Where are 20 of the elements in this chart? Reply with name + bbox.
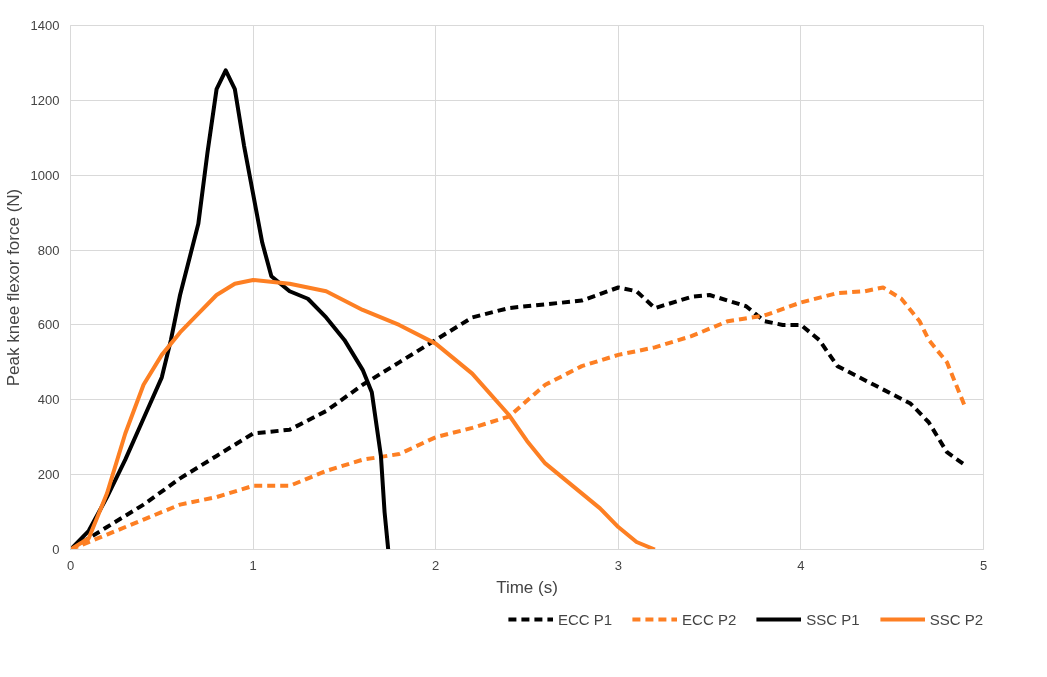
legend-label: ECC P1 [557, 610, 613, 628]
x-tick-label: 1 [249, 557, 257, 573]
x-tick-label: 5 [979, 557, 988, 573]
y-tick-label: 1000 [30, 167, 60, 183]
x-tick-label: 2 [432, 557, 440, 573]
y-tick-label: 1200 [30, 92, 60, 108]
legend-label: SSC P2 [929, 610, 983, 628]
legend-label: SSC P1 [806, 610, 860, 628]
x-tick-label: 0 [66, 557, 75, 573]
y-tick-label: 200 [37, 467, 60, 483]
y-tick-label: 1400 [30, 18, 60, 33]
x-tick-label: 4 [797, 557, 805, 573]
y-tick-label: 800 [37, 242, 60, 258]
y-axis-title: Peak knee flexor force (N) [3, 188, 23, 387]
y-tick-label: 400 [37, 392, 60, 408]
legend-label: ECC P2 [682, 610, 737, 628]
y-tick-label: 600 [37, 317, 60, 333]
x-tick-label: 3 [614, 557, 622, 573]
y-tick-label: 0 [52, 542, 60, 557]
x-axis-title: Time (s) [496, 577, 558, 597]
